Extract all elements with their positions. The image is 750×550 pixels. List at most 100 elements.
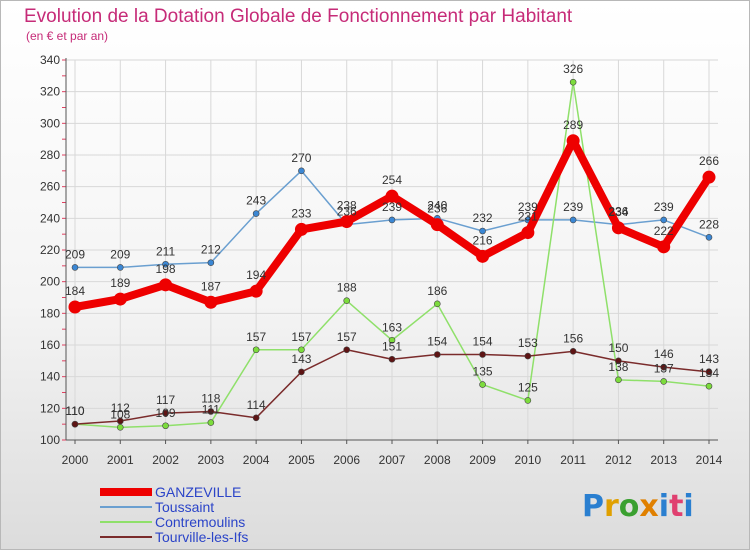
data-point xyxy=(524,352,532,360)
data-point xyxy=(569,216,577,224)
x-tick-label: 2010 xyxy=(515,453,542,467)
data-label: 236 xyxy=(337,205,357,219)
data-point xyxy=(207,419,215,426)
data-point xyxy=(479,351,486,358)
data-label: 211 xyxy=(156,244,175,258)
data-label: 212 xyxy=(201,243,221,257)
data-point xyxy=(524,397,532,404)
data-label: 243 xyxy=(246,194,266,208)
data-label: 231 xyxy=(518,210,538,224)
data-label: 154 xyxy=(473,335,493,349)
data-label: 239 xyxy=(382,200,402,214)
data-label: 163 xyxy=(382,320,402,334)
data-point xyxy=(162,409,169,417)
data-label-layer: 1841891981871942332382542362162312892342… xyxy=(65,62,719,421)
data-point xyxy=(252,210,260,217)
data-label: 134 xyxy=(699,366,719,380)
data-label: 239 xyxy=(518,200,538,214)
series-layer xyxy=(68,78,716,431)
logo-letter: P xyxy=(582,489,604,524)
data-label: 110 xyxy=(65,404,84,418)
y-tick-label: 240 xyxy=(40,211,60,225)
data-label: 138 xyxy=(608,360,628,374)
x-tick-label: 2012 xyxy=(605,453,632,467)
data-label: 239 xyxy=(654,200,674,214)
logo-letter: x xyxy=(639,489,658,524)
data-label: 236 xyxy=(608,205,628,219)
data-label: 187 xyxy=(201,279,221,293)
chart-subtitle: (en € et par an) xyxy=(26,29,108,43)
x-tick-label: 2003 xyxy=(198,453,225,467)
x-tick-label: 2004 xyxy=(243,453,270,467)
data-point xyxy=(204,295,218,309)
data-label: 234 xyxy=(608,205,628,219)
data-label: 156 xyxy=(563,331,583,345)
data-point xyxy=(162,260,169,268)
y-tick-label: 180 xyxy=(40,306,60,320)
data-point xyxy=(611,221,625,235)
y-tick-label: 160 xyxy=(40,338,60,352)
data-label: 188 xyxy=(337,281,357,295)
data-point xyxy=(162,422,169,430)
data-point xyxy=(476,249,490,263)
logo-text: Proxiti xyxy=(582,489,694,524)
logo-letter: i xyxy=(659,489,669,524)
data-point xyxy=(660,363,668,371)
data-label: 194 xyxy=(246,268,266,282)
y-tick-label: 260 xyxy=(40,180,60,194)
data-point xyxy=(705,234,713,241)
legend-entry: Toussaint xyxy=(155,499,214,515)
data-point xyxy=(615,376,622,384)
data-label: 143 xyxy=(699,352,719,366)
data-point xyxy=(252,414,260,422)
logo-letter: t xyxy=(669,489,683,524)
data-point xyxy=(298,368,305,376)
data-label: 150 xyxy=(608,341,628,355)
data-label: 236 xyxy=(427,202,447,216)
y-tick-label: 220 xyxy=(40,243,60,257)
logo-letter: o xyxy=(619,489,640,524)
legend-entry: Contremoulins xyxy=(155,514,245,530)
x-tick-label: 2005 xyxy=(288,453,315,467)
data-point xyxy=(569,348,577,355)
data-point xyxy=(298,167,305,175)
data-label: 154 xyxy=(427,335,447,349)
data-point xyxy=(249,284,263,298)
x-tick-label: 2011 xyxy=(560,453,586,467)
data-point xyxy=(479,227,486,235)
data-label: 216 xyxy=(473,233,493,247)
data-point xyxy=(68,300,82,314)
data-label: 117 xyxy=(156,393,175,407)
data-label: 110 xyxy=(65,404,84,418)
data-point xyxy=(521,226,535,240)
data-label: 184 xyxy=(65,284,85,298)
x-tick-label: 2008 xyxy=(424,453,451,467)
data-point xyxy=(657,240,671,254)
data-label: 153 xyxy=(518,336,538,350)
data-label: 186 xyxy=(427,284,447,298)
data-label: 157 xyxy=(246,330,266,344)
data-point xyxy=(569,78,577,86)
x-tick-label: 2009 xyxy=(469,453,496,467)
data-point xyxy=(479,381,486,388)
data-label: 326 xyxy=(563,62,583,76)
logo-letter: i xyxy=(683,489,693,524)
y-tick-label: 340 xyxy=(40,53,60,67)
data-point xyxy=(388,216,396,224)
data-label: 114 xyxy=(247,398,266,412)
data-point xyxy=(615,357,622,365)
data-point xyxy=(298,346,305,354)
x-tick-label: 2001 xyxy=(107,453,134,467)
data-point xyxy=(116,264,124,271)
data-point xyxy=(660,378,668,385)
data-point xyxy=(343,346,351,354)
data-point xyxy=(71,420,79,428)
data-label: 209 xyxy=(65,247,85,261)
x-tick-label: 2014 xyxy=(696,453,723,467)
data-point xyxy=(116,417,124,425)
data-label: 189 xyxy=(110,276,130,290)
data-point xyxy=(430,218,444,232)
data-label: 111 xyxy=(202,403,221,417)
proxiti-logo: Proxiti xyxy=(582,489,694,524)
